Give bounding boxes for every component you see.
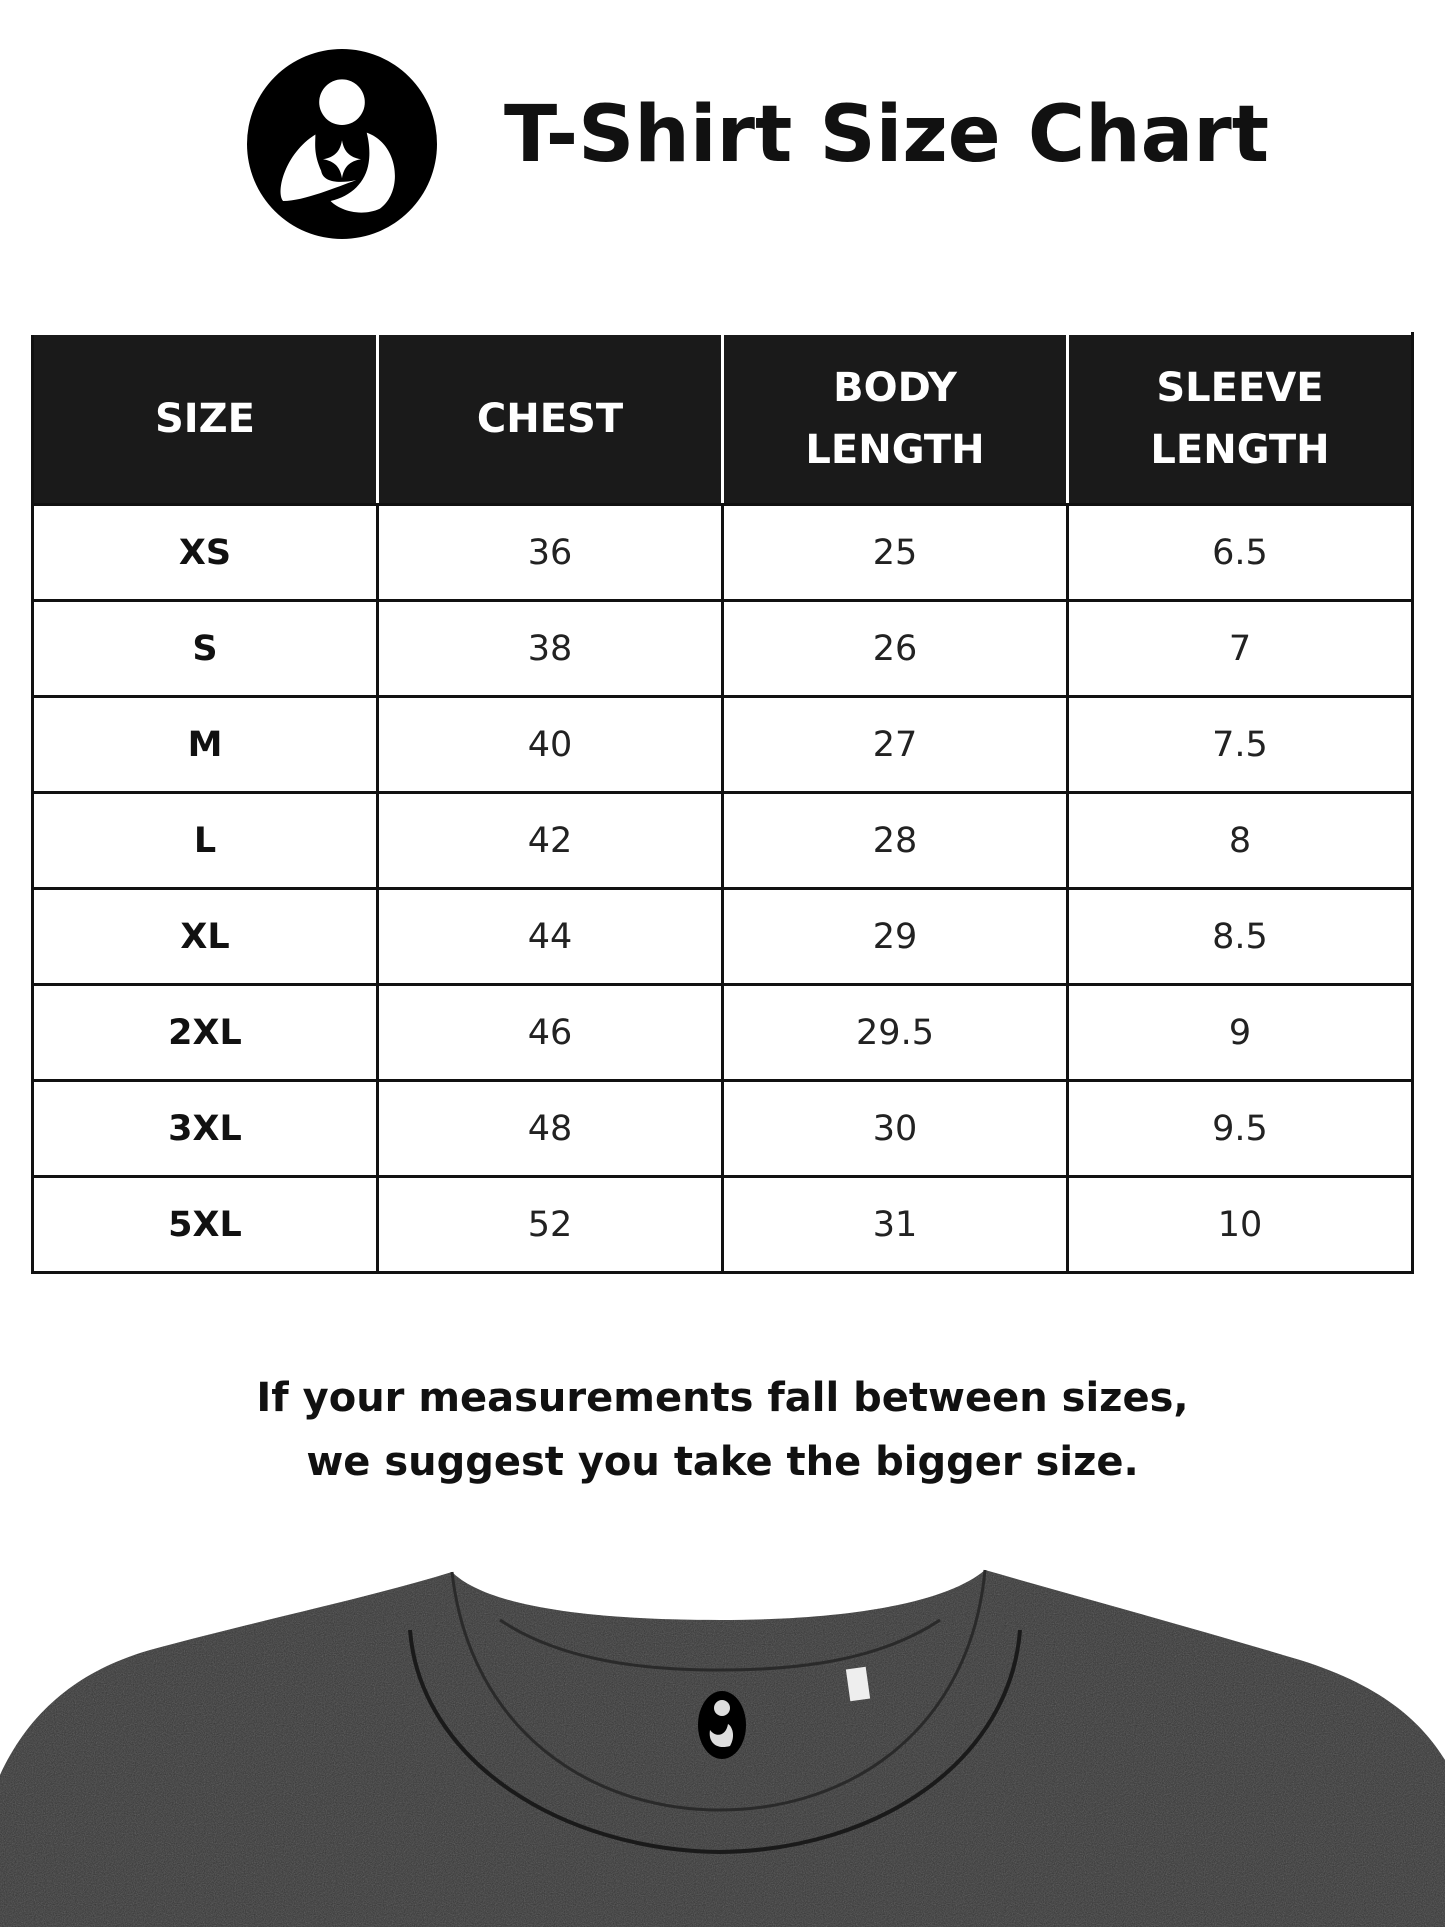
cell-chest: 44 [376,887,724,986]
column-header-chest: CHEST [376,332,724,506]
column-header-size: SIZE [31,332,379,506]
column-header-text: BODY [833,365,957,411]
cell-sleeve-length: 6.5 [1066,503,1414,602]
table-header-row: SIZE CHEST BODY LENGTH SLEEVE LENGTH [31,332,1414,506]
note-line-2: we suggest you take the bigger size. [306,1439,1139,1485]
table-row: S 38 26 7 [31,599,1414,698]
cell-size: 2XL [31,983,379,1082]
column-header-text: SIZE [154,396,256,442]
cell-body-length: 30 [721,1079,1069,1178]
cell-sleeve-length: 7.5 [1066,695,1414,794]
cell-size: 5XL [31,1175,379,1274]
mother-child-logo-icon [247,49,437,239]
cell-body-length: 25 [721,503,1069,602]
cell-sleeve-length: 9.5 [1066,1079,1414,1178]
cell-body-length: 29.5 [721,983,1069,1082]
table-row: 2XL 46 29.5 9 [31,983,1414,1082]
table-row: XS 36 25 6.5 [31,503,1414,602]
cell-size: L [31,791,379,890]
column-header-body-length: BODY LENGTH [721,332,1069,506]
cell-size: XS [31,503,379,602]
table-row: L 42 28 8 [31,791,1414,890]
column-header-text: SLEEVE [1156,365,1324,411]
cell-chest: 38 [376,599,724,698]
column-header-sleeve-length: SLEEVE LENGTH [1066,332,1414,506]
tshirt-photo [0,1569,1445,1927]
column-header-text: LENGTH [805,427,985,473]
table-row: M 40 27 7.5 [31,695,1414,794]
cell-size: S [31,599,379,698]
cell-chest: 36 [376,503,724,602]
note-line-1: If your measurements fall between sizes, [256,1375,1189,1421]
cell-size: M [31,695,379,794]
cell-body-length: 27 [721,695,1069,794]
page-title: T-Shirt Size Chart [504,90,1269,180]
cell-body-length: 28 [721,791,1069,890]
cell-size: 3XL [31,1079,379,1178]
cell-chest: 40 [376,695,724,794]
cell-body-length: 29 [721,887,1069,986]
size-chart-table: SIZE CHEST BODY LENGTH SLEEVE LENGTH XS 36 25 6.… [31,332,1414,1274]
cell-body-length: 31 [721,1175,1069,1274]
cell-body-length: 26 [721,599,1069,698]
table-row: 3XL 48 30 9.5 [31,1079,1414,1178]
cell-sleeve-length: 9 [1066,983,1414,1082]
cell-chest: 46 [376,983,724,1082]
cell-chest: 48 [376,1079,724,1178]
cell-sleeve-length: 8 [1066,791,1414,890]
table-row: 5XL 52 31 10 [31,1175,1414,1274]
column-header-text: LENGTH [1150,427,1330,473]
cell-sleeve-length: 7 [1066,599,1414,698]
sizing-note: If your measurements fall between sizes,… [0,1366,1445,1494]
cell-chest: 42 [376,791,724,890]
cell-chest: 52 [376,1175,724,1274]
table-row: XL 44 29 8.5 [31,887,1414,986]
column-header-text: CHEST [476,396,624,442]
cell-size: XL [31,887,379,986]
cell-sleeve-length: 8.5 [1066,887,1414,986]
cell-sleeve-length: 10 [1066,1175,1414,1274]
